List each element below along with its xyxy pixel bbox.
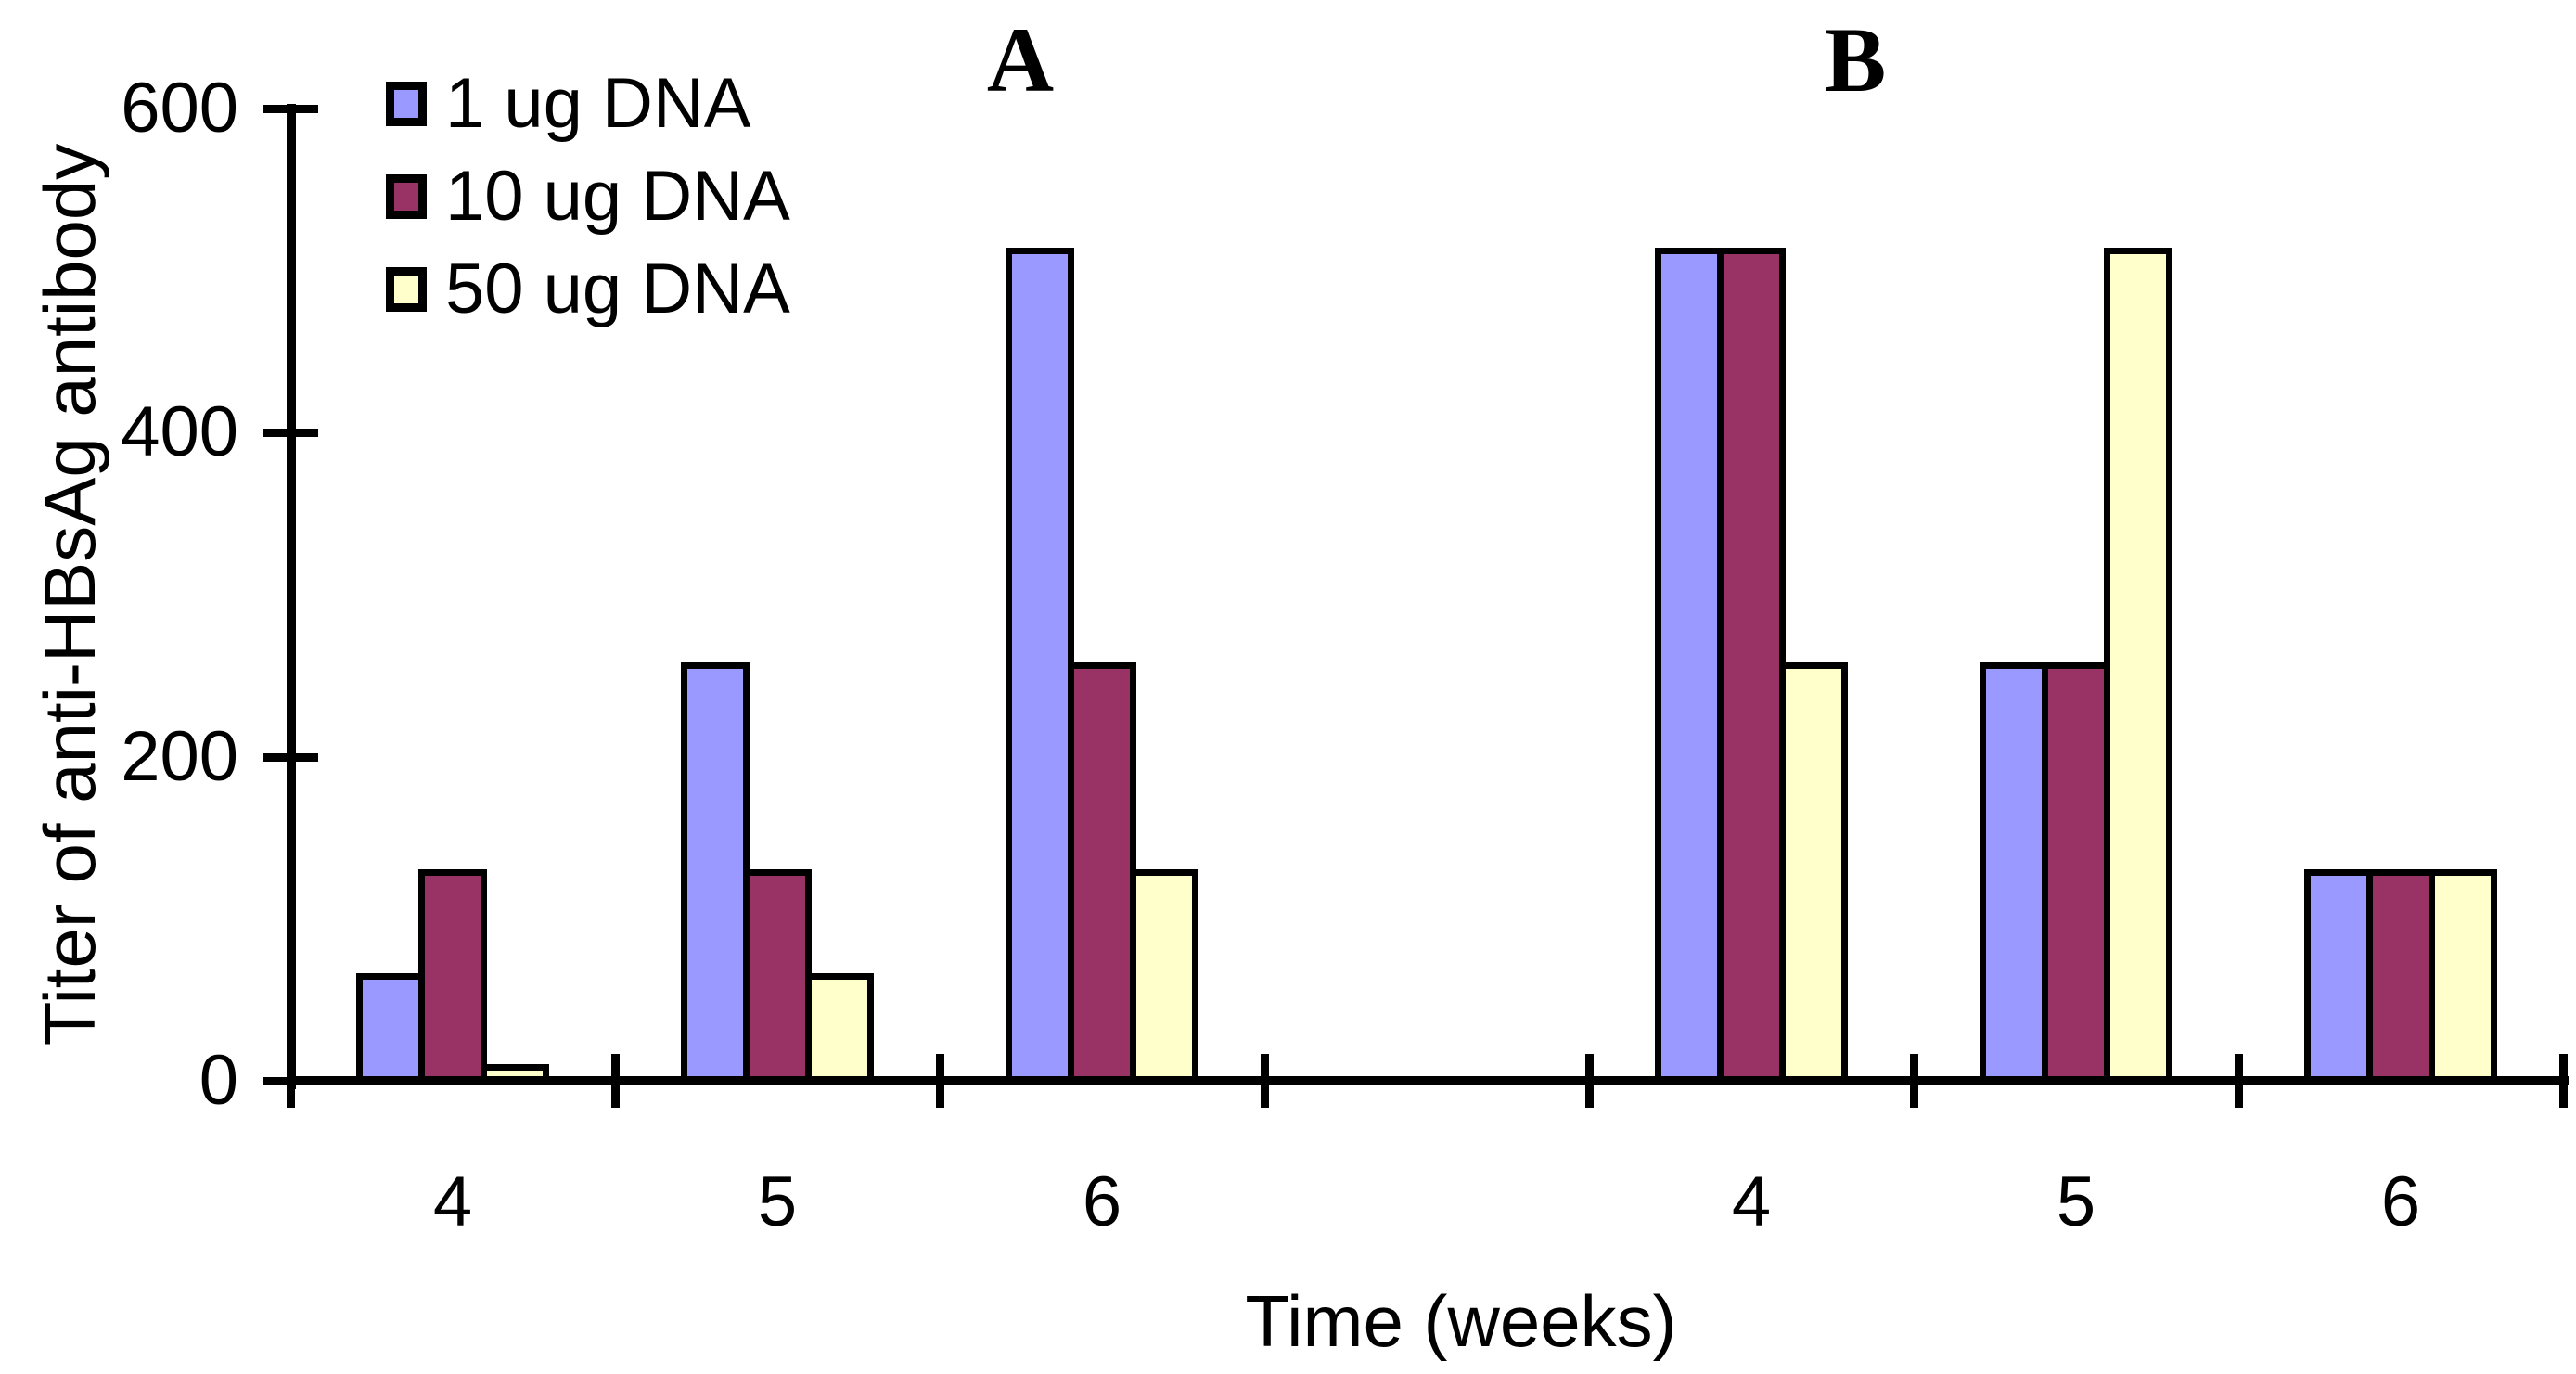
bar <box>1130 869 1198 1084</box>
x-tick-label: 4 <box>432 1162 473 1241</box>
y-axis-line <box>287 104 296 1089</box>
legend-swatch <box>386 174 427 219</box>
bar <box>2366 869 2435 1084</box>
bar <box>681 662 750 1084</box>
bar <box>1779 662 1848 1084</box>
bar <box>2104 248 2172 1084</box>
legend-item: 10 ug DNA <box>386 150 790 243</box>
bar <box>1980 662 2048 1084</box>
panel-label: A <box>986 8 1055 111</box>
y-axis-title: Titer of anti-HBsAg antibody <box>29 143 110 1047</box>
legend-item: 50 ug DNA <box>386 243 790 336</box>
y-tick-label: 200 <box>121 716 238 796</box>
x-tick-label: 5 <box>757 1162 798 1241</box>
y-tick-label: 0 <box>199 1041 238 1120</box>
bar <box>356 973 425 1084</box>
bar <box>2042 662 2110 1084</box>
legend-label: 1 ug DNA <box>445 64 751 143</box>
y-tick-label: 400 <box>121 392 238 472</box>
x-tick-label: 4 <box>1731 1162 1772 1241</box>
x-tick-label: 6 <box>2380 1162 2421 1241</box>
bar <box>743 869 812 1084</box>
bar <box>1006 248 1074 1084</box>
bar <box>1655 248 1724 1084</box>
bar <box>2304 869 2373 1084</box>
bar <box>1717 248 1786 1084</box>
panel-label: B <box>1824 8 1887 111</box>
legend-swatch <box>386 267 427 312</box>
legend-swatch <box>386 82 427 126</box>
legend-label: 50 ug DNA <box>445 250 790 328</box>
bar <box>418 869 487 1084</box>
bar <box>805 973 874 1084</box>
bar <box>1068 662 1136 1084</box>
x-axis-title: Time (weeks) <box>1245 1280 1677 1362</box>
legend: 1 ug DNA 10 ug DNA 50 ug DNA <box>386 58 790 336</box>
y-tick-label: 600 <box>121 69 238 148</box>
x-axis-line <box>287 1076 2569 1085</box>
legend-item: 1 ug DNA <box>386 58 790 150</box>
x-tick-label: 5 <box>2056 1162 2096 1241</box>
bar <box>2429 869 2497 1084</box>
x-tick-label: 6 <box>1082 1162 1122 1241</box>
legend-label: 10 ug DNA <box>445 157 790 236</box>
